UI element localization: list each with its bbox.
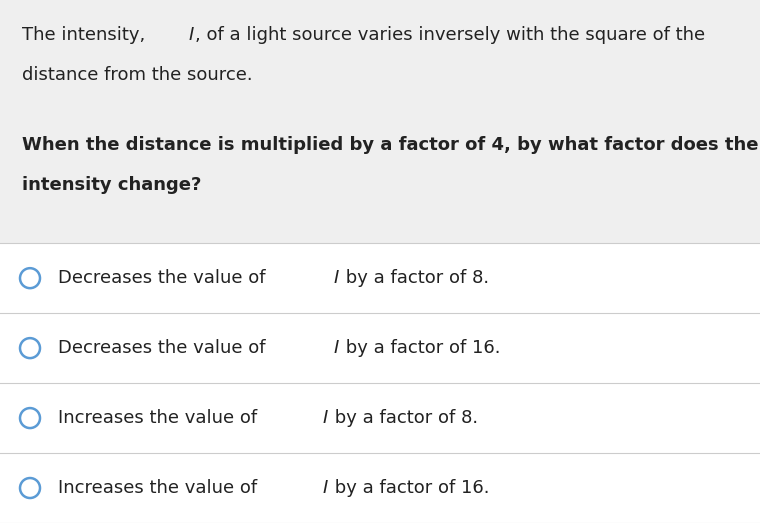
Text: The intensity,: The intensity, — [22, 26, 151, 44]
Text: by a factor of 16.: by a factor of 16. — [340, 339, 500, 357]
Text: by a factor of 16.: by a factor of 16. — [329, 479, 489, 497]
Text: distance from the source.: distance from the source. — [22, 66, 252, 84]
Text: , of a light source varies inversely with the square of the: , of a light source varies inversely wit… — [195, 26, 705, 44]
Text: I: I — [322, 479, 328, 497]
Text: Increases the value of: Increases the value of — [58, 409, 263, 427]
Text: I: I — [333, 339, 338, 357]
Text: Decreases the value of: Decreases the value of — [58, 269, 271, 287]
Bar — [0, 243, 760, 523]
Text: Increases the value of: Increases the value of — [58, 479, 263, 497]
Bar — [0, 0, 760, 243]
Text: When the distance is multiplied by a factor of 4, by what factor does the: When the distance is multiplied by a fac… — [22, 136, 758, 154]
Text: I: I — [333, 269, 338, 287]
Text: Decreases the value of: Decreases the value of — [58, 339, 271, 357]
Text: by a factor of 8.: by a factor of 8. — [329, 409, 478, 427]
Text: by a factor of 8.: by a factor of 8. — [340, 269, 489, 287]
Text: intensity change?: intensity change? — [22, 176, 201, 194]
Text: I: I — [188, 26, 194, 44]
Text: I: I — [322, 409, 328, 427]
